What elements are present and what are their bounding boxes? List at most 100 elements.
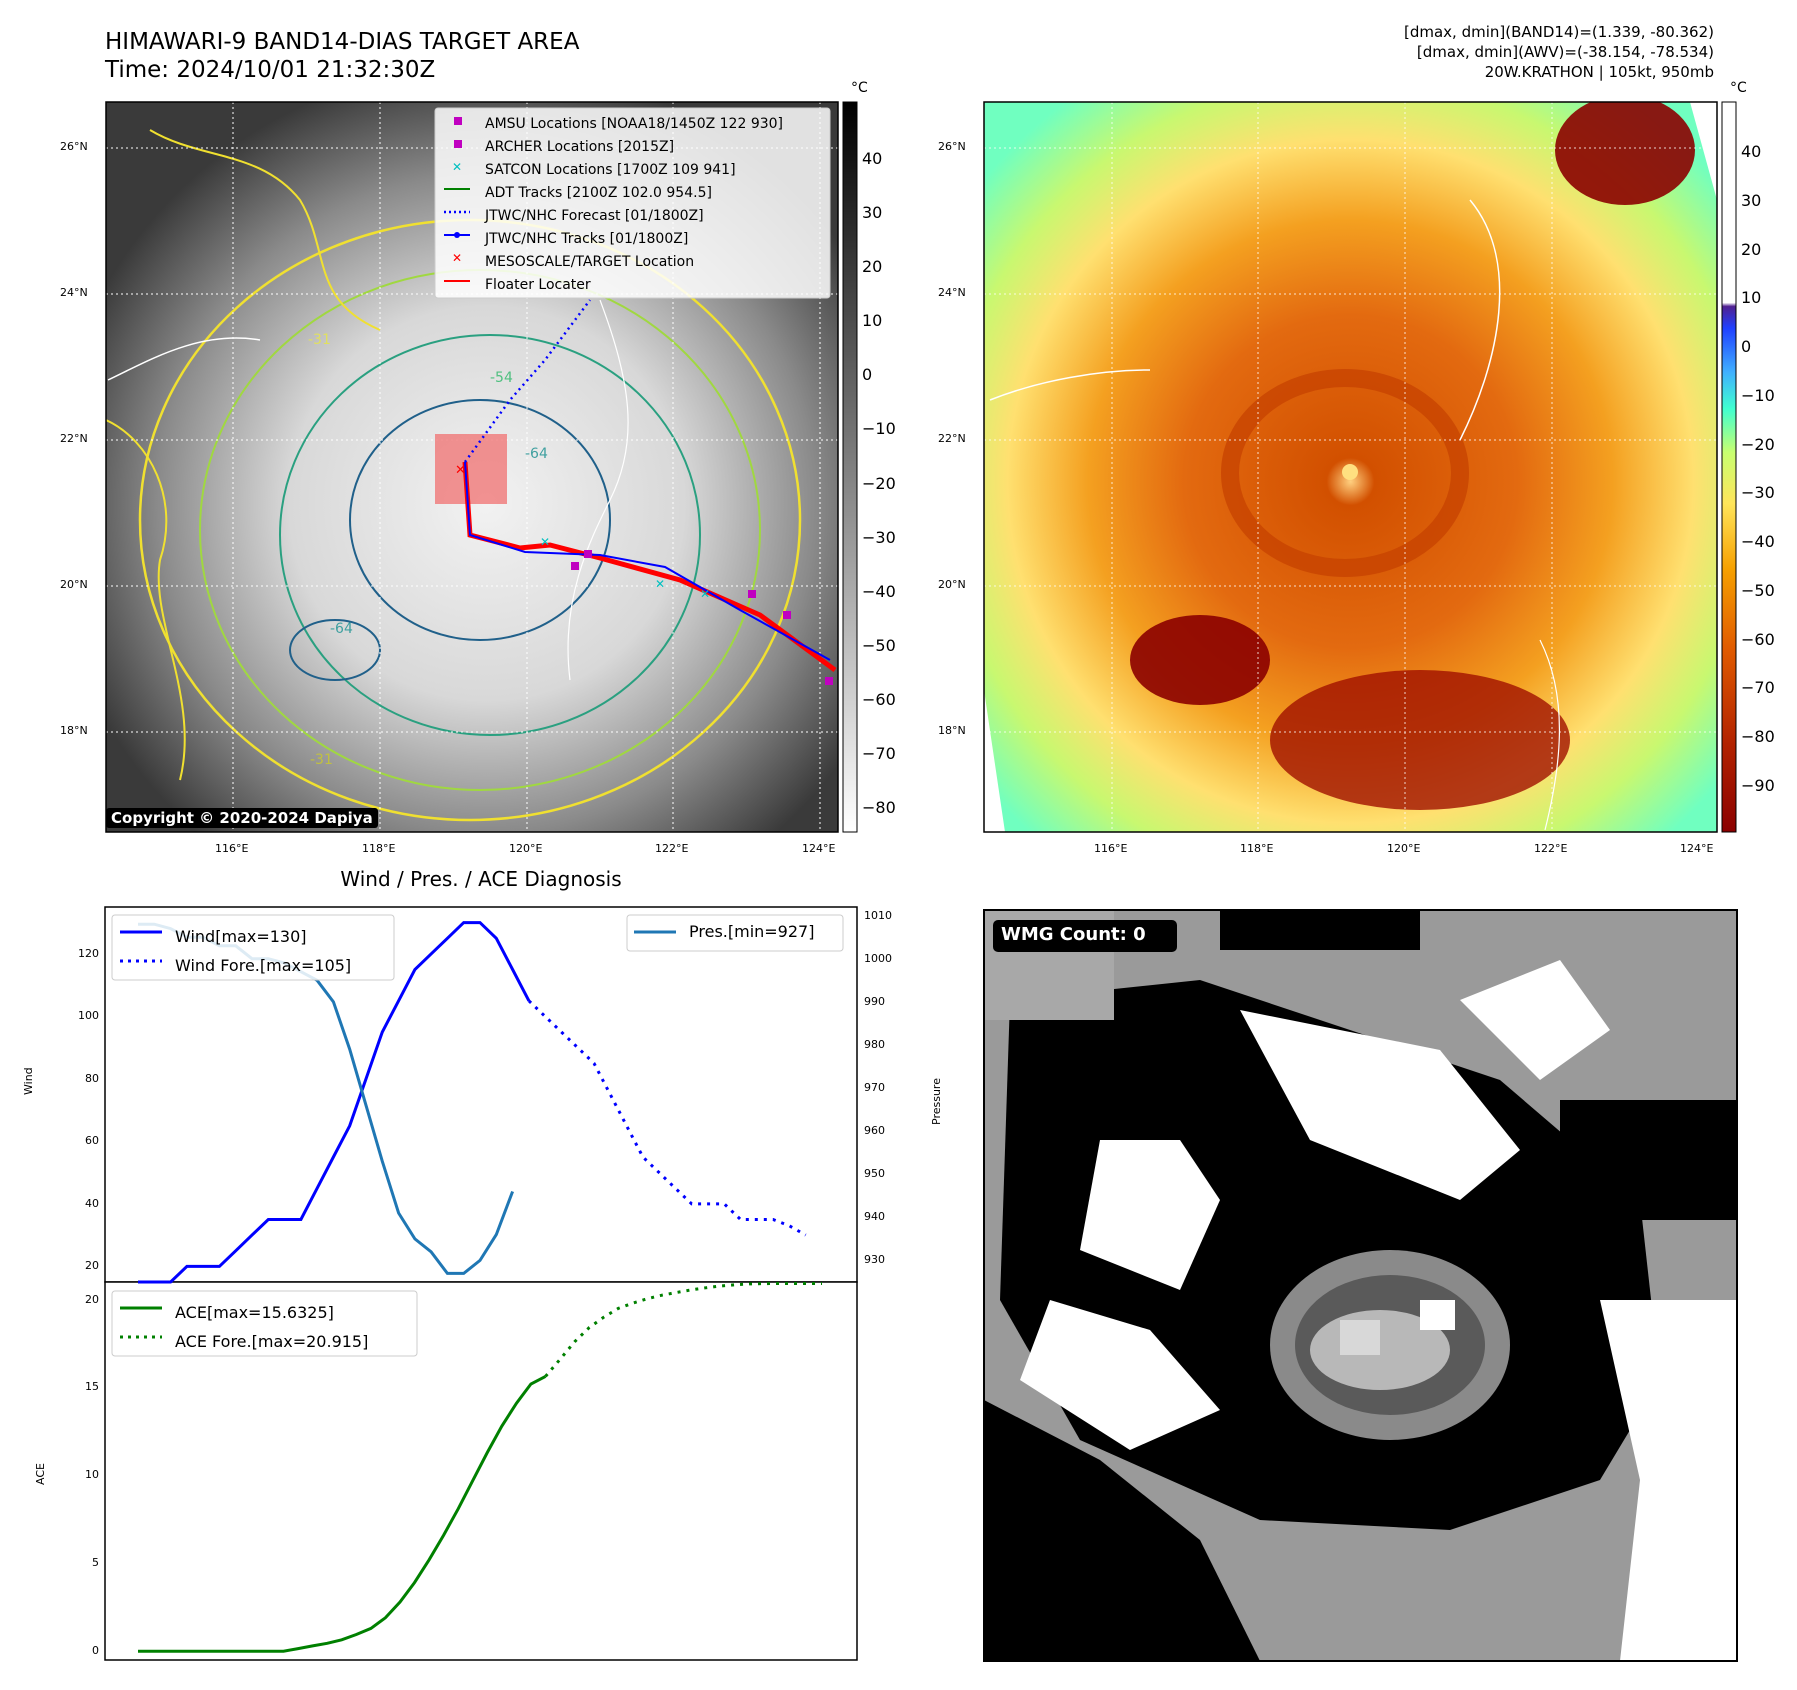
p2-colorbar-tick: −30 [1741, 483, 1775, 503]
ace-legend [111, 1290, 418, 1357]
coastline-taiwan [567, 299, 629, 681]
ace-tick-label: 20 [85, 1292, 99, 1306]
legend-pres-label: Pres.[min=927] [689, 922, 815, 941]
ace-tick-label: 10 [85, 1468, 99, 1482]
title-line1: HIMAWARI-9 BAND14-DIAS TARGET AREA [105, 29, 580, 55]
contour-blue [349, 399, 611, 641]
contour-yellow-band [149, 129, 381, 331]
p1-colorbar-tick: 0 [862, 365, 873, 385]
pressure-tick-label: 990 [864, 994, 885, 1008]
ace-legend-labels: ACE[max=15.6325] ACE Fore.[max=20.915] [175, 1298, 368, 1356]
svg-text:✕: ✕ [700, 587, 710, 601]
p2-lon-124: 124°E [1680, 842, 1714, 855]
p2-lat-18: 18°N [938, 724, 966, 737]
p2-colorbar-tick: 10 [1741, 288, 1762, 308]
svg-text:✕: ✕ [455, 463, 466, 478]
series-ace-line [138, 1375, 547, 1653]
panel2-gridlines [984, 102, 1717, 832]
panel1-legend-labels: AMSU Locations [NOAA18/1450Z 122 930] AR… [485, 113, 783, 297]
wind-tick-label: 20 [85, 1259, 99, 1273]
svg-text:✕: ✕ [540, 535, 550, 549]
p1-colorbar-tick: −70 [862, 743, 896, 763]
p1-lat-18: 18°N [60, 724, 88, 737]
mesoscale-target-box [435, 434, 507, 504]
panel4-wmg [983, 909, 1738, 1662]
panel1-legend: ✕ ✕ [434, 107, 831, 299]
p1-lat-24: 24°N [60, 286, 88, 299]
wind-tick-label: 80 [85, 1071, 99, 1085]
panel2-map [983, 101, 1718, 833]
p2-lon-122: 122°E [1534, 842, 1568, 855]
p1-colorbar-tick: −60 [862, 689, 896, 709]
p2-colorbar-tick: −20 [1741, 434, 1775, 454]
pressure-tick-label: 950 [864, 1167, 885, 1181]
legend-wind-label: Wind[max=130] [175, 927, 307, 946]
p2-lon-118: 118°E [1240, 842, 1274, 855]
wind-legend [111, 914, 395, 981]
legend-marker-mesoscale: ✕ [452, 251, 462, 265]
header-right-info: [dmax, dmin](BAND14)=(1.339, -80.362) [d… [1404, 22, 1714, 82]
pressure-tick-label: 930 [864, 1253, 885, 1267]
dmax-band14: [dmax, dmin](BAND14)=(1.339, -80.362) [1403, 23, 1714, 41]
p1-lon-118: 118°E [362, 842, 396, 855]
p1-lat-22: 22°N [60, 432, 88, 445]
pressure-ylabel: Pressure [930, 1078, 943, 1125]
p2-lat-20: 20°N [938, 578, 966, 591]
p2-colorbar-tick: −80 [1741, 727, 1775, 747]
panel1-frame [105, 101, 839, 833]
p1-colorbar-tick: 20 [862, 257, 883, 277]
p1-lat-20: 20°N [60, 578, 88, 591]
p2-colorbar-tick: −90 [1741, 776, 1775, 795]
p1-lat-26: 26°N [60, 140, 88, 153]
pressure-tick-label: 970 [864, 1081, 885, 1095]
series-wind-fore--line [527, 999, 807, 1237]
coastline-china-2 [989, 369, 1151, 401]
series-wind-line [138, 921, 531, 1284]
copyright-badge: Copyright © 2020-2024 Dapiya [106, 808, 378, 828]
p1-colorbar-tick: −40 [862, 581, 896, 601]
legend-ace-label: ACE[max=15.6325] [175, 1303, 334, 1322]
wind-tick-label: 100 [78, 1009, 99, 1023]
pressure-legend [626, 914, 844, 952]
contour-yellow-west [106, 419, 186, 781]
legend-marker-amsu [454, 117, 462, 125]
p2-colorbar-tick: −10 [1741, 385, 1775, 405]
p1-lon-120: 120°E [509, 842, 543, 855]
contour-label-1: -31 [308, 332, 331, 348]
contour-blue-small [289, 619, 381, 681]
p1-colorbar-tick: −20 [862, 473, 896, 493]
p2-lat-26: 26°N [938, 140, 966, 153]
legend-satcon: SATCON Locations [1700Z 109 941] [485, 162, 736, 178]
legend-ace-fore-label: ACE Fore.[max=20.915] [175, 1332, 369, 1351]
legend-jtwc-forecast: JTWC/NHC Forecast [01/1800Z] [485, 208, 704, 224]
wmg-badge-bg [993, 920, 1177, 952]
p2-cbar-unit: °C [1730, 80, 1747, 96]
coastline-china [107, 337, 261, 381]
p2-colorbar-tick: −70 [1741, 678, 1775, 698]
p2-lat-24: 24°N [938, 286, 966, 299]
contour-teal [279, 334, 701, 736]
contour-label-4: -64 [330, 621, 353, 637]
p1-cbar-unit: °C [851, 80, 868, 96]
p2-colorbar-tick: −60 [1741, 629, 1775, 649]
legend-floater: Floater Locater [485, 277, 591, 293]
wmg-count-badge: WMG Count: 0 [1001, 924, 1146, 945]
ace-tick-label: 5 [92, 1556, 99, 1570]
p1-colorbar-tick: −30 [862, 527, 896, 547]
panel2-edge-mask-left [984, 102, 1005, 832]
p1-colorbar-tick: −50 [862, 635, 896, 655]
legend-marker-satcon: ✕ [452, 160, 462, 174]
pressure-tick-label: 1000 [864, 951, 892, 965]
p2-colorbar-tick: −40 [1741, 532, 1775, 552]
legend-marker-archer [454, 140, 462, 148]
p1-colorbar-tick: −80 [862, 798, 896, 817]
legend-archer: ARCHER Locations [2015Z] [485, 139, 675, 155]
wind-tick-label: 120 [78, 946, 99, 960]
p1-lon-122: 122°E [655, 842, 689, 855]
panel2-edge-mask-right [1690, 102, 1717, 200]
coastline-luzon-2 [1539, 639, 1561, 831]
ace-tick-label: 0 [92, 1644, 99, 1658]
p2-lat-22: 22°N [938, 432, 966, 445]
panel2-features [989, 102, 1695, 831]
wind-tick-label: 60 [85, 1134, 99, 1148]
